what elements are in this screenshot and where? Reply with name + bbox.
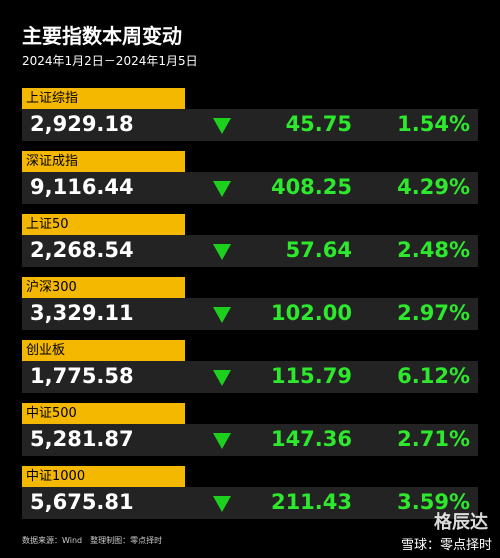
- down-arrow: [213, 181, 231, 197]
- index-pct: 3.59%: [397, 490, 470, 514]
- index-pct: 6.12%: [397, 364, 470, 388]
- index-name: 中证500: [22, 403, 185, 424]
- index-value: 5,675.81: [30, 490, 134, 514]
- index-change: 57.64: [285, 238, 352, 262]
- index-row: 2,929.18 45.75 1.54%: [22, 109, 478, 141]
- index-name: 深证成指: [22, 151, 185, 172]
- index-value: 5,281.87: [30, 427, 134, 451]
- index-row: 5,675.81 211.43 3.59%: [22, 487, 478, 519]
- index-row: 3,329.11 102.00 2.97%: [22, 298, 478, 330]
- index-change: 102.00: [270, 301, 352, 325]
- index-value: 2,929.18: [30, 112, 134, 136]
- index-change: 147.36: [270, 427, 352, 451]
- title: 主要指数本周变动: [22, 24, 182, 48]
- index-value: 2,268.54: [30, 238, 134, 262]
- down-arrow: [213, 370, 231, 386]
- index-row: 9,116.44 408.25 4.29%: [22, 172, 478, 204]
- index-name: 中证1000: [22, 466, 185, 487]
- index-name: 沪深300: [22, 277, 185, 298]
- index-name: 创业板: [22, 340, 185, 361]
- index-change: 408.25: [270, 175, 352, 199]
- down-arrow: [213, 496, 231, 512]
- index-change: 211.43: [270, 490, 352, 514]
- source: 数据来源：Wind 整理制图：零点择时: [22, 536, 163, 545]
- index-row: 5,281.87 147.36 2.71%: [22, 424, 478, 456]
- credit: 雪球：零点择时: [400, 538, 492, 553]
- index-pct: 1.54%: [397, 112, 470, 136]
- down-arrow: [213, 118, 231, 134]
- index-name: 上证综指: [22, 88, 185, 109]
- index-pct: 2.71%: [397, 427, 470, 451]
- down-arrow: [213, 307, 231, 323]
- index-pct: 4.29%: [397, 175, 470, 199]
- index-pct: 2.97%: [397, 301, 470, 325]
- index-change: 115.79: [270, 364, 352, 388]
- down-arrow: [213, 244, 231, 260]
- down-arrow: [213, 433, 231, 449]
- index-name: 上证50: [22, 214, 185, 235]
- index-row: 2,268.54 57.64 2.48%: [22, 235, 478, 267]
- index-pct: 2.48%: [397, 238, 470, 262]
- index-row: 1,775.58 115.79 6.12%: [22, 361, 478, 393]
- watermark: 格辰达: [434, 512, 488, 533]
- subtitle: 2024年1月2日－2024年1月5日: [22, 54, 198, 68]
- index-value: 3,329.11: [30, 301, 134, 325]
- index-value: 1,775.58: [30, 364, 134, 388]
- index-value: 9,116.44: [30, 175, 134, 199]
- index-change: 45.75: [285, 112, 352, 136]
